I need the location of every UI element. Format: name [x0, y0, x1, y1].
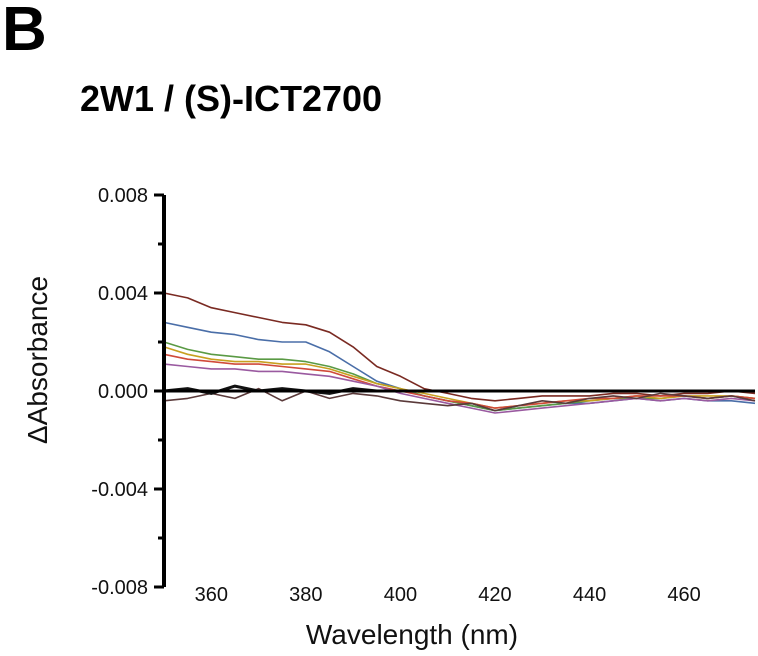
series-line-4	[163, 346, 756, 409]
series-line-5	[163, 353, 756, 409]
series-line-6	[163, 363, 756, 414]
x-axis-label: Wavelength (nm)	[306, 619, 518, 650]
y-tick-label: -0.008	[91, 577, 148, 599]
y-tick-label: 0.000	[98, 381, 148, 403]
x-tick-label: 420	[478, 584, 511, 606]
label-layer: 0.008 0.004 0.000 -0.004 -0.008 360 380 400 420 4…	[22, 185, 701, 650]
y-tick-label: 0.004	[98, 283, 148, 305]
chart-title: 2W1 / (S)-ICT2700	[80, 78, 383, 119]
y-axis-label: ΔAbsorbance	[22, 276, 53, 444]
series-layer	[163, 292, 756, 414]
x-tick-label: 460	[667, 584, 700, 606]
x-tick-label: 380	[289, 584, 322, 606]
x-tick-label: 440	[573, 584, 606, 606]
y-tick-label: -0.004	[91, 479, 148, 501]
x-tick-label: 360	[195, 584, 228, 606]
panel-label: B	[2, 0, 47, 64]
y-tick-label: 0.008	[98, 185, 148, 207]
x-tick-label: 400	[384, 584, 417, 606]
series-line-1	[163, 292, 756, 402]
axis-layer	[154, 193, 755, 589]
